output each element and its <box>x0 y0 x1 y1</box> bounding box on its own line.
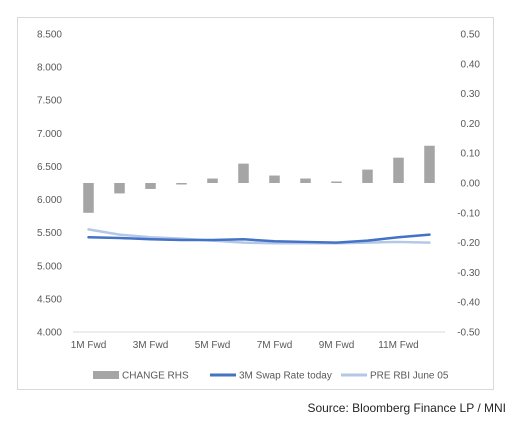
left-tick-label: 5.000 <box>37 261 62 272</box>
left-tick-label: 7.500 <box>37 96 62 107</box>
x-tick-label: 9M Fwd <box>319 340 355 351</box>
left-axis: 4.000 4.500 5.000 5.500 6.000 6.500 7.000 7.500… <box>37 30 62 339</box>
change-bar <box>114 183 125 194</box>
right-tick-label: -0.10 <box>457 208 480 219</box>
right-tick-label: -0.30 <box>457 268 480 279</box>
right-tick-label: -0.50 <box>457 328 480 339</box>
pre-rbi-june-05-line <box>87 228 431 245</box>
left-tick-label: 4.500 <box>37 294 62 305</box>
change-bar <box>145 183 156 189</box>
left-tick-label: 4.000 <box>37 328 62 339</box>
legend-label: PRE RBI June 05 <box>370 371 449 382</box>
change-bar <box>83 183 94 213</box>
x-tick-label: 3M Fwd <box>133 340 169 351</box>
right-tick-label: 0.10 <box>461 149 481 160</box>
left-tick-label: 6.000 <box>37 195 62 206</box>
legend-label: CHANGE RHS <box>122 371 189 382</box>
legend-swatch-bar <box>93 371 119 379</box>
legend-label: 3M Swap Rate today <box>239 371 332 382</box>
change-bar <box>300 178 311 183</box>
change-bar <box>176 183 187 185</box>
right-tick-label: 0.30 <box>461 89 481 100</box>
3m-swap-rate-today-line <box>87 233 431 244</box>
source-note: Source: Bloomberg Finance LP / MNI <box>307 401 506 415</box>
left-tick-label: 6.500 <box>37 162 62 173</box>
right-tick-label: 0.20 <box>461 119 481 130</box>
change-bar <box>393 157 404 183</box>
x-axis: 1M Fwd 3M Fwd 5M Fwd 7M Fwd 9M Fwd 11M Fwd <box>71 331 445 351</box>
change-bar <box>269 175 280 183</box>
right-tick-label: -0.20 <box>457 238 480 249</box>
change-bar <box>207 178 218 183</box>
legend: CHANGE RHS 3M Swap Rate today PRE RBI June… <box>93 371 449 382</box>
change-bar <box>362 169 373 183</box>
x-tick-label: 5M Fwd <box>195 340 231 351</box>
change-bar <box>331 181 342 183</box>
line-series <box>87 228 431 245</box>
x-tick-label: 1M Fwd <box>71 340 107 351</box>
left-tick-label: 7.000 <box>37 129 62 140</box>
bar-series <box>83 145 435 213</box>
right-tick-label: 0.50 <box>461 30 481 41</box>
change-bar <box>238 163 249 183</box>
right-tick-label: 0.00 <box>461 179 481 190</box>
right-tick-label: -0.40 <box>457 298 480 309</box>
right-tick-label: 0.40 <box>461 59 481 70</box>
left-tick-label: 8.000 <box>37 63 62 74</box>
x-tick-label: 11M Fwd <box>378 340 418 351</box>
chart-frame: 4.000 4.500 5.000 5.500 6.000 6.500 7.000 7.500… <box>17 17 494 390</box>
chart-svg: 4.000 4.500 5.000 5.500 6.000 6.500 7.000 7.500… <box>37 30 480 382</box>
x-tick-label: 7M Fwd <box>257 340 293 351</box>
change-bar <box>424 145 435 183</box>
left-tick-label: 5.500 <box>37 228 62 239</box>
left-tick-label: 8.500 <box>37 30 62 41</box>
right-axis: -0.50 -0.40 -0.30 -0.20 -0.10 0.00 0.10 0.20 0.3… <box>457 30 480 339</box>
